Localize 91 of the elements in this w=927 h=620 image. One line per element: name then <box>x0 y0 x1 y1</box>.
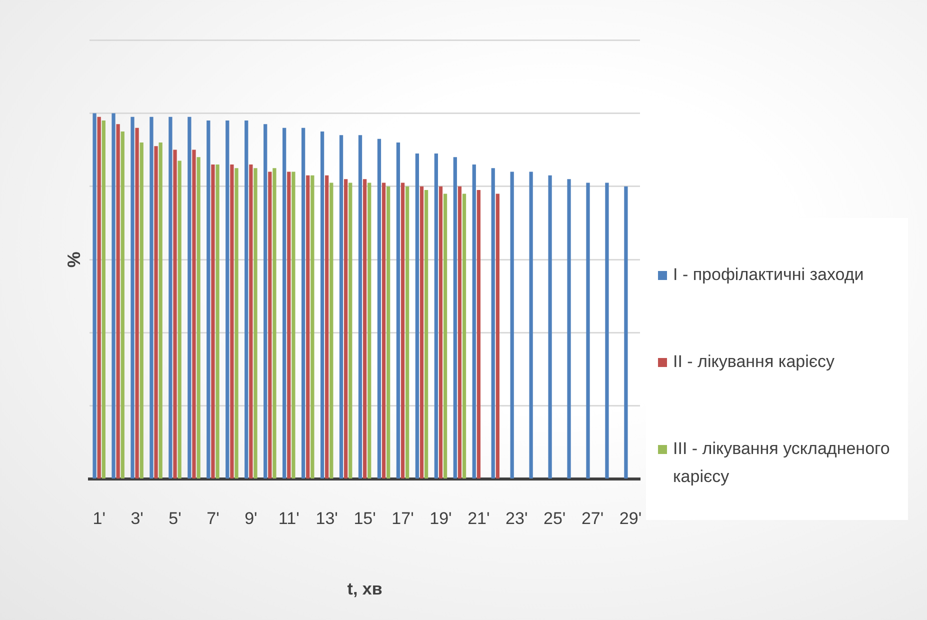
x-tick-label: 13' <box>316 509 338 528</box>
bar <box>97 116 101 478</box>
bar <box>310 175 314 478</box>
x-tick-label: 19' <box>430 509 452 528</box>
bar <box>268 172 272 478</box>
bar <box>362 179 367 478</box>
bar <box>405 186 410 478</box>
x-tick-label: 29' <box>619 509 642 528</box>
bar <box>249 164 253 478</box>
bar <box>135 128 139 478</box>
x-tick-label: 11' <box>278 509 300 528</box>
bar <box>358 135 362 478</box>
x-tick-label: 27' <box>581 509 604 528</box>
bar <box>301 128 306 478</box>
bar <box>567 179 571 478</box>
bar <box>325 175 329 478</box>
bar <box>196 157 200 478</box>
bar <box>230 164 234 478</box>
bar <box>491 168 495 478</box>
bar <box>130 116 134 478</box>
x-tick-label: 5' <box>168 509 182 528</box>
x-tick-label: 9' <box>244 509 258 528</box>
bar <box>102 120 106 478</box>
bar <box>368 182 372 478</box>
bar <box>292 172 296 478</box>
bar <box>438 186 443 478</box>
x-axis-title: t, хв <box>347 579 382 598</box>
bar <box>424 190 428 478</box>
x-tick-label: 21' <box>468 509 490 528</box>
bar <box>339 135 344 478</box>
bar <box>386 186 390 478</box>
bar <box>382 182 386 478</box>
bar <box>120 132 124 478</box>
bar <box>116 124 120 478</box>
bar <box>173 150 177 478</box>
bar <box>168 116 172 478</box>
x-tick-label: 3' <box>130 509 144 528</box>
bar <box>458 186 462 478</box>
legend-label: II - лікування карієсу <box>673 350 835 373</box>
bar <box>320 132 324 478</box>
bar <box>254 168 258 478</box>
bar <box>211 164 215 478</box>
bar <box>92 113 96 478</box>
bar <box>548 175 552 478</box>
bar <box>434 153 438 478</box>
bar <box>472 164 476 478</box>
bar <box>206 120 210 478</box>
bar <box>178 160 182 478</box>
bar <box>188 116 192 478</box>
bar <box>306 175 310 478</box>
bar <box>400 182 405 478</box>
bar <box>158 142 162 478</box>
bar <box>510 172 514 478</box>
bar <box>234 168 238 478</box>
legend-label: III - лікування ускладненого карієсу <box>673 438 891 488</box>
bar <box>443 194 448 478</box>
bar <box>244 120 248 478</box>
bar <box>496 194 500 478</box>
bar <box>396 142 400 478</box>
bar <box>330 182 334 478</box>
bar <box>226 120 230 478</box>
bar <box>150 116 154 478</box>
bar <box>192 150 196 478</box>
legend-label: I - профілактичні заходи <box>673 264 864 286</box>
bar <box>140 142 144 478</box>
x-tick-label: 23' <box>506 509 528 528</box>
bar <box>154 146 158 478</box>
bar <box>453 157 457 478</box>
x-tick-label: 1' <box>92 509 106 528</box>
bar <box>420 186 424 478</box>
x-tick-label: 17' <box>392 509 414 528</box>
x-tick-label: 7' <box>206 509 220 528</box>
bar <box>605 182 609 478</box>
bar <box>529 172 533 478</box>
bar <box>462 194 466 478</box>
bar <box>586 182 590 478</box>
x-tick-label: 15' <box>354 509 376 528</box>
bar <box>264 124 268 478</box>
bar <box>624 186 628 478</box>
bar <box>112 113 116 478</box>
bar <box>415 153 420 478</box>
bar <box>348 182 352 478</box>
bar <box>377 138 382 478</box>
bar <box>344 179 348 478</box>
x-tick-label: 25' <box>544 509 566 528</box>
bar <box>287 172 291 478</box>
bar <box>476 190 480 478</box>
bar <box>282 128 286 478</box>
bar <box>216 164 220 478</box>
y-axis-title: % <box>64 252 84 268</box>
bar <box>272 168 276 478</box>
